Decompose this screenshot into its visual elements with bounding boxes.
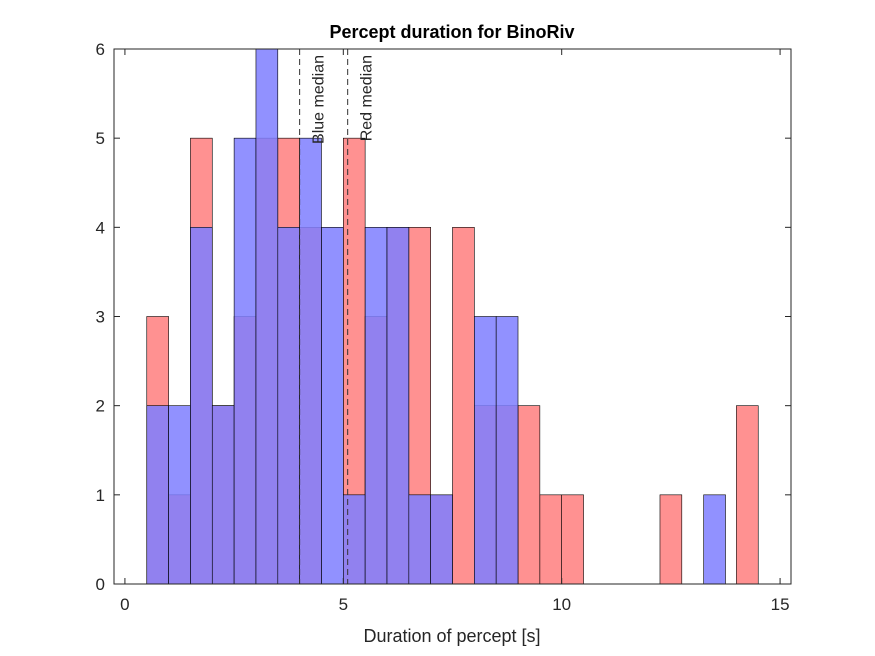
- histogram-bar-series1: [495, 316, 519, 585]
- medians-layer: Blue median Red median: [299, 49, 376, 584]
- bars-layer: [146, 48, 759, 585]
- chart-title: Percept duration for BinoRiv: [329, 22, 574, 42]
- histogram-bar-series0: [452, 227, 475, 585]
- histogram-bar-series1: [474, 316, 497, 585]
- histogram-bar-series0: [517, 405, 541, 585]
- histogram-bar-series1: [255, 48, 279, 585]
- histogram-bar-series0: [561, 494, 584, 585]
- y-tick-label: 0: [96, 575, 105, 594]
- histogram-bar-series1: [321, 227, 344, 585]
- histogram-bar-series1: [408, 494, 431, 585]
- x-tick-label: 10: [552, 595, 571, 614]
- histogram-bar-series1: [233, 137, 257, 585]
- y-tick-label: 5: [96, 129, 105, 148]
- ticks-layer: 0 5 10 15 0 1 2 3 4 5 6: [96, 40, 791, 614]
- histogram-bar-series0: [539, 494, 562, 585]
- x-tick-label: 0: [120, 595, 129, 614]
- y-tick-label: 2: [96, 397, 105, 416]
- histogram-bar-series1: [277, 227, 300, 585]
- histogram-bar-series1: [703, 494, 726, 585]
- histogram-bar-series1: [343, 494, 366, 585]
- median-label: Blue median: [311, 55, 328, 144]
- histogram-bar-series1: [386, 227, 410, 585]
- y-tick-label: 4: [96, 218, 105, 237]
- histogram-bar-series1: [430, 494, 453, 585]
- x-axis-label: Duration of percept [s]: [363, 626, 540, 646]
- histogram-bar-series0: [736, 405, 759, 585]
- x-tick-label: 5: [339, 595, 348, 614]
- y-tick-label: 1: [96, 486, 105, 505]
- histogram-bar-series1: [146, 405, 169, 585]
- median-label: Red median: [359, 55, 376, 141]
- y-tick-label: 3: [96, 308, 105, 327]
- histogram-bar-series1: [364, 227, 388, 585]
- histogram-bar-series1: [211, 405, 235, 585]
- histogram-bar-series1: [168, 405, 191, 585]
- histogram-bar-series1: [299, 137, 322, 585]
- x-tick-label: 15: [771, 595, 790, 614]
- histogram-bar-series0: [659, 494, 683, 585]
- y-tick-label: 6: [96, 40, 105, 59]
- histogram-bar-series1: [190, 227, 213, 585]
